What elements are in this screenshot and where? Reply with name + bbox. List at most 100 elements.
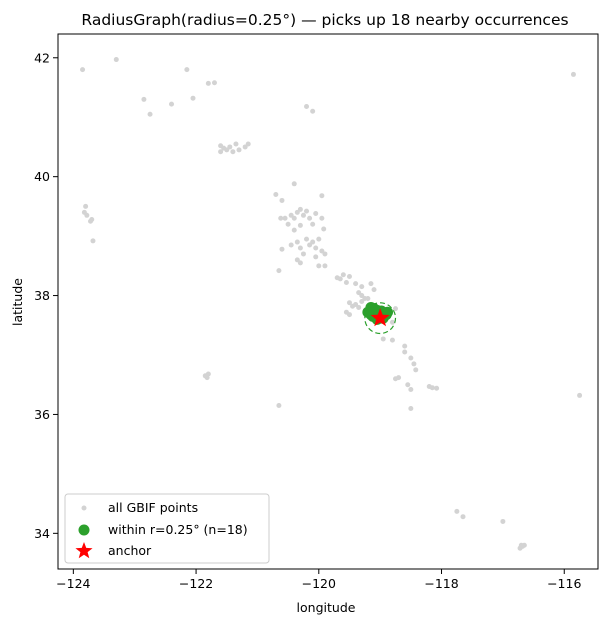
gbif-point xyxy=(402,343,408,349)
gbif-point xyxy=(359,299,365,304)
y-tick-label: 38 xyxy=(34,288,50,303)
gbif-point xyxy=(577,392,583,398)
gbif-point xyxy=(288,212,294,218)
gbif-point xyxy=(413,367,419,373)
gbif-point xyxy=(310,108,316,114)
gbif-point xyxy=(316,263,322,269)
gbif-point xyxy=(389,337,395,343)
legend-within-label: within r=0.25° (n=18) xyxy=(108,522,248,537)
gbif-point xyxy=(500,518,506,524)
gbif-point xyxy=(313,254,319,260)
gbif-point xyxy=(83,203,89,209)
gbif-point xyxy=(340,272,346,278)
gbif-point xyxy=(273,192,279,197)
gbif-point xyxy=(113,57,119,63)
gbif-point xyxy=(291,227,297,233)
gbif-point xyxy=(313,211,319,217)
gbif-point xyxy=(346,312,352,318)
gbif-point xyxy=(224,147,230,153)
gbif-point xyxy=(307,242,313,248)
gbif-point xyxy=(460,514,466,520)
y-tick-label: 40 xyxy=(34,169,50,184)
gbif-point xyxy=(294,209,300,215)
gbif-point xyxy=(429,385,435,391)
gbif-point xyxy=(310,221,316,227)
gbif-point xyxy=(204,375,210,381)
gbif-point xyxy=(337,276,343,282)
gbif-point xyxy=(304,104,310,110)
legend-all-points-marker xyxy=(81,505,87,511)
legend-frame xyxy=(64,493,270,564)
gbif-point xyxy=(321,226,327,232)
x-tick-label: −116 xyxy=(547,576,581,591)
gbif-point xyxy=(343,279,349,285)
gbif-point xyxy=(517,545,523,551)
y-tick-label: 42 xyxy=(34,50,50,65)
gbif-point xyxy=(282,215,288,221)
all-points-layer xyxy=(80,57,583,551)
gbif-point xyxy=(242,144,248,150)
legend: all GBIF points within r=0.25° (n=18) an… xyxy=(64,493,270,564)
gbif-point xyxy=(408,406,414,411)
gbif-point xyxy=(84,212,90,218)
gbif-point xyxy=(434,385,440,391)
gbif-point xyxy=(371,287,377,293)
gbif-point xyxy=(346,300,352,306)
gbif-point xyxy=(319,193,325,199)
gbif-point xyxy=(169,101,175,107)
gbif-point xyxy=(294,257,300,263)
gbif-point xyxy=(408,386,414,392)
x-tick-label: −120 xyxy=(302,576,336,591)
anchor-point xyxy=(370,308,390,327)
gbif-point xyxy=(300,251,306,257)
gbif-point xyxy=(380,336,386,342)
gbif-point xyxy=(322,263,328,269)
x-tick-label: −118 xyxy=(424,576,458,591)
gbif-point xyxy=(205,80,211,86)
gbif-point xyxy=(353,281,359,287)
gbif-point xyxy=(190,95,196,101)
gbif-point xyxy=(319,215,325,221)
gbif-point xyxy=(227,144,233,150)
gbif-point xyxy=(80,67,86,73)
legend-anchor-label: anchor xyxy=(108,543,152,558)
gbif-point xyxy=(570,71,576,77)
gbif-point xyxy=(285,221,291,227)
gbif-point xyxy=(304,208,310,214)
gbif-point xyxy=(521,542,527,548)
x-tick-label: −122 xyxy=(179,576,213,591)
radius-circle xyxy=(364,302,397,335)
gbif-point xyxy=(278,215,284,221)
x-tick-label: −124 xyxy=(56,576,90,591)
gbif-point xyxy=(184,67,190,73)
x-axis: −124 −122 −120 −118 −116 xyxy=(56,569,581,591)
gbif-point xyxy=(297,222,303,228)
gbif-point xyxy=(297,260,303,266)
gbif-point xyxy=(88,218,94,224)
gbif-point xyxy=(346,274,352,280)
gbif-point xyxy=(288,242,294,248)
gbif-point xyxy=(408,355,414,361)
gbif-point xyxy=(365,296,371,302)
plot-frame xyxy=(57,33,599,570)
gbif-point xyxy=(359,284,365,290)
y-tick-label: 34 xyxy=(34,526,50,541)
gbif-point xyxy=(300,212,306,218)
anchor-layer xyxy=(370,308,390,327)
chart-title: RadiusGraph(radius=0.25°) — picks up 18 … xyxy=(81,11,568,29)
gbif-point xyxy=(141,96,147,102)
gbif-point xyxy=(276,268,282,274)
gbif-point xyxy=(454,508,460,514)
gbif-point xyxy=(359,293,365,299)
gbif-point xyxy=(316,236,322,242)
gbif-point xyxy=(319,248,325,254)
gbif-point xyxy=(396,375,402,381)
gbif-point xyxy=(211,80,217,86)
y-axis: 34 36 38 40 42 xyxy=(34,50,58,541)
legend-within-marker xyxy=(78,524,90,536)
gbif-point xyxy=(230,149,236,155)
gbif-point xyxy=(356,290,362,296)
gbif-point xyxy=(294,239,300,245)
gbif-point xyxy=(245,141,251,147)
